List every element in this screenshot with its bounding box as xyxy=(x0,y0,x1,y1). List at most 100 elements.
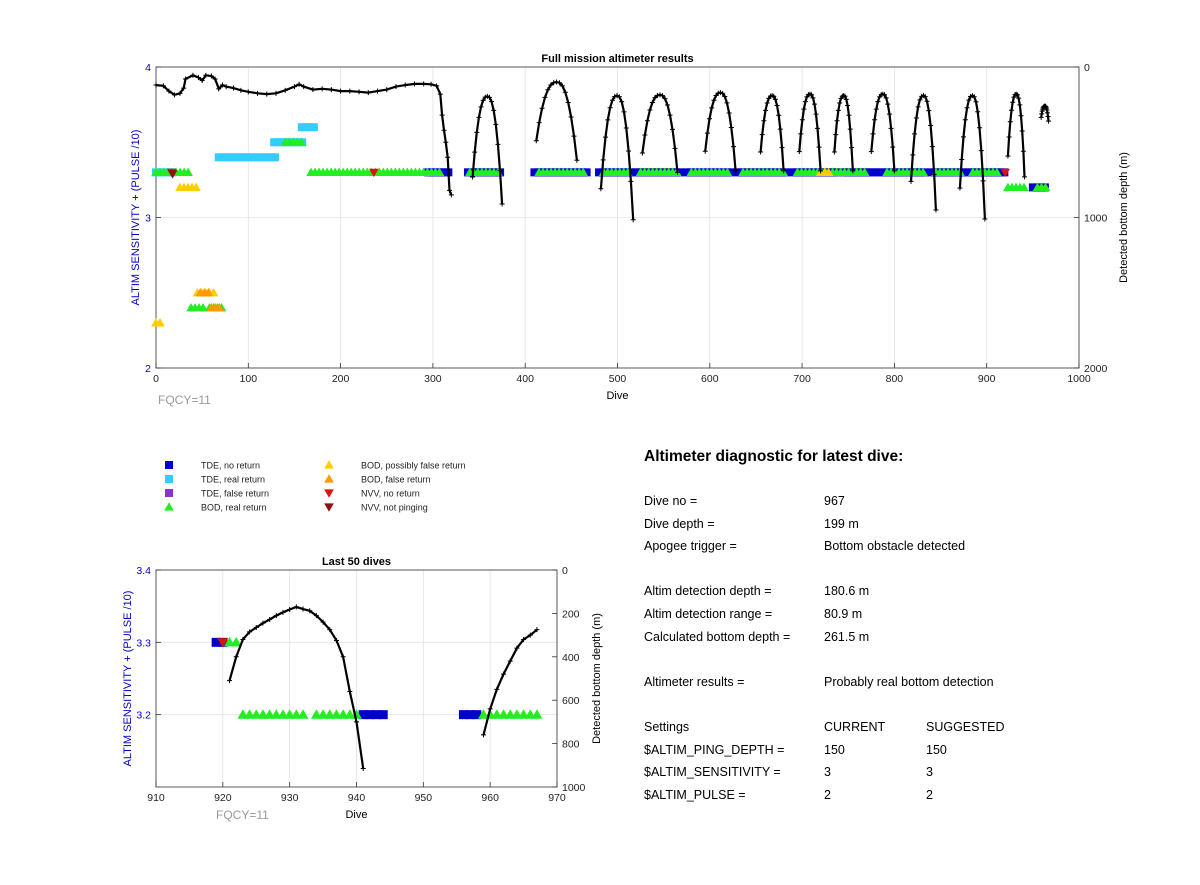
depth-line xyxy=(471,95,504,205)
depth-point xyxy=(872,117,878,123)
data-marker xyxy=(258,153,267,162)
y-tick-label: 3 xyxy=(145,213,151,225)
depth-point xyxy=(402,82,408,88)
depth-point xyxy=(980,178,986,184)
legend-label: TDE, real return xyxy=(201,475,265,485)
legend-label: BOD, real return xyxy=(201,503,267,513)
x-tick-label: 900 xyxy=(978,373,996,385)
y-right-tick-label: 800 xyxy=(562,739,580,751)
depth-point xyxy=(607,105,613,111)
data-marker xyxy=(788,168,797,177)
depth-point xyxy=(495,141,501,147)
depth-point xyxy=(883,95,889,101)
depth-point xyxy=(384,87,390,93)
depth-point xyxy=(816,144,822,150)
sensitivity-suggested: 3 xyxy=(926,765,933,780)
data-marker xyxy=(167,170,178,179)
data-marker xyxy=(358,710,368,720)
x-axis-label: Dive xyxy=(345,809,367,821)
legend-marker xyxy=(165,461,173,469)
data-marker xyxy=(964,168,973,177)
results-value: Probably real bottom detection xyxy=(824,674,994,689)
depth-point xyxy=(978,148,984,154)
depth-point xyxy=(777,126,783,132)
diag-spacer xyxy=(644,697,1184,720)
depth-point xyxy=(715,90,721,96)
data-marker xyxy=(296,137,307,146)
depth-point xyxy=(922,94,928,100)
x-tick-label: 910 xyxy=(147,792,165,804)
depth-point xyxy=(1010,99,1016,105)
depth-point xyxy=(886,111,892,117)
depth-point xyxy=(623,125,629,131)
depth-point xyxy=(818,168,824,174)
depth-point xyxy=(293,604,299,610)
depth-point xyxy=(328,87,334,93)
depth-point xyxy=(264,91,270,97)
depth-point xyxy=(811,101,817,107)
depth-point xyxy=(975,109,981,115)
depth-line xyxy=(870,92,896,171)
depth-point xyxy=(472,149,478,155)
depth-point xyxy=(499,201,505,207)
depth-point xyxy=(928,122,934,128)
ping-depth-label: $ALTIM_PING_DEPTH = xyxy=(644,742,785,757)
depth-point xyxy=(486,94,492,100)
depth-point xyxy=(282,87,288,93)
depth-point xyxy=(441,127,447,133)
depth-point xyxy=(758,149,764,155)
x-tick-label: 600 xyxy=(701,373,719,385)
depth-point xyxy=(439,112,445,118)
depth-point xyxy=(605,117,611,123)
depth-line xyxy=(482,628,538,736)
depth-point xyxy=(802,99,808,105)
depth-point xyxy=(233,654,239,660)
diag-row-dive-depth: Dive depth = 199 m xyxy=(644,517,1184,540)
series-tde-real-return xyxy=(152,123,318,177)
diagnostic-title: Altimeter diagnostic for latest dive: xyxy=(644,448,904,465)
depth-point xyxy=(568,114,574,120)
y-right-tick-label: 2000 xyxy=(1084,363,1108,375)
y-right-axis-label: Detected bottom depth (m) xyxy=(591,613,603,744)
diag-row-det-range: Altim detection range = 80.9 m xyxy=(644,607,1184,630)
depth-point xyxy=(545,87,551,93)
depth-point xyxy=(434,83,440,89)
chart-1: 910 920 930 940 950 960 970 3.2 3.3 3.4 0 200 400 600… xyxy=(122,556,603,822)
depth-point xyxy=(759,132,765,138)
depth-point xyxy=(428,81,434,87)
depth-point xyxy=(1018,113,1024,119)
depth-point xyxy=(644,118,650,124)
depth-point xyxy=(1016,95,1022,101)
fqcy-note: FQCY=11 xyxy=(216,808,269,822)
series-bod-false-return xyxy=(195,287,225,312)
depth-point xyxy=(726,110,732,116)
depth-point xyxy=(843,96,849,102)
depth-point xyxy=(639,150,645,156)
series-bod-possibly-false-return xyxy=(151,167,834,327)
depth-point xyxy=(628,178,634,184)
depth-point xyxy=(360,766,366,772)
data-marker xyxy=(198,303,208,312)
y-right-tick-label: 1000 xyxy=(562,782,586,794)
depth-point xyxy=(799,117,805,123)
y-tick-label: 3.2 xyxy=(136,710,151,722)
depth-point xyxy=(190,72,196,78)
legend-marker xyxy=(165,489,173,497)
depth-point xyxy=(548,82,554,88)
data-marker xyxy=(918,167,928,176)
depth-point xyxy=(287,606,293,612)
suggested-header: SUGGESTED xyxy=(926,719,1005,734)
det-depth-label: Altim detection depth = xyxy=(644,584,772,599)
depth-point xyxy=(831,149,837,155)
depth-point xyxy=(707,116,713,122)
data-marker xyxy=(859,167,870,176)
apogee-label: Apogee trigger = xyxy=(644,539,737,554)
data-marker xyxy=(301,123,310,132)
y-right-axis-label: Detected bottom depth (m) xyxy=(1118,152,1130,283)
series-nvv-not-pinging xyxy=(167,170,178,179)
depth-point xyxy=(493,121,499,127)
depth-point xyxy=(779,145,785,151)
data-marker xyxy=(722,167,733,176)
depth-point xyxy=(1020,148,1026,154)
depth-point xyxy=(571,133,577,139)
